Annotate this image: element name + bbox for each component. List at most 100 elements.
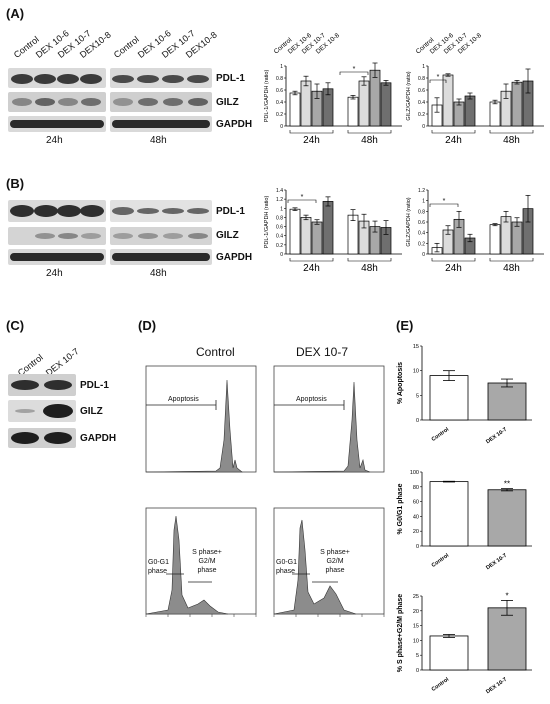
bar [487, 382, 527, 421]
y-tick-label: 20 [413, 609, 419, 615]
time-label-24h: 24h [46, 135, 63, 146]
group-label: 48h [361, 263, 378, 274]
y-tick-label: 100 [410, 470, 419, 476]
group-bracket [489, 258, 534, 262]
bar [380, 82, 392, 127]
y-tick-label: 25 [413, 594, 419, 600]
y-tick-label: 0.4 [418, 100, 425, 106]
y-tick-label: 0.6 [418, 220, 425, 226]
category-label: Control [431, 426, 451, 442]
significance-bracket [339, 71, 369, 75]
sg2m-gate-label: S phase+ G2/M phase [192, 549, 222, 574]
significance-marker: * [353, 66, 356, 73]
group-label: 24h [303, 263, 320, 274]
bar [289, 92, 301, 127]
blot-pdl1-48h-b [110, 200, 212, 222]
panel-label-a: (A) [6, 6, 25, 21]
blot-gilz-48h-b [110, 227, 212, 245]
blot-gilz-24h-b [8, 227, 106, 245]
bar [322, 201, 334, 255]
flow-title-dex: DEX 10-7 [296, 345, 349, 359]
bar [429, 481, 469, 547]
y-tick-label: 1.2 [418, 188, 425, 194]
bar [347, 96, 359, 127]
y-tick-label: 0 [422, 252, 425, 258]
bar-chart-e-sg2m: 0 5 10 15 20 25 % S phase+G2/M phase Control DEX… [397, 591, 532, 696]
y-tick-label: 15 [413, 624, 419, 630]
group-bracket [431, 258, 476, 262]
bar-chart-e-apoptosis: 0 5 10 15 % Apoptosis Control DEX 10-7 [397, 344, 532, 446]
y-tick-label: 0.4 [418, 231, 425, 237]
significance-bracket [287, 199, 317, 203]
y-tick-label: 5 [416, 393, 419, 399]
category-label: DEX 10-7 [485, 427, 508, 446]
group-bracket [347, 258, 392, 262]
y-tick-label: 0 [416, 668, 419, 674]
y-axis-label: % G0/G1 phase [397, 483, 404, 534]
blot-gapdh-24h-b [8, 249, 106, 265]
blot-label-pdl1: PDL-1 [216, 73, 245, 84]
y-tick-label: 0.2 [276, 243, 283, 249]
time-label-24h: 24h [46, 268, 63, 279]
category-label: Control [431, 552, 451, 568]
group-bracket [347, 130, 392, 134]
blot-pdl1-24h [8, 68, 106, 88]
group-label: 24h [445, 263, 462, 274]
panel-label-c: (C) [6, 318, 25, 333]
blot-label-gapdh: GAPDH [80, 433, 117, 444]
bar [511, 81, 523, 127]
y-tick-label: 20 [413, 529, 419, 535]
apoptosis-gate-label: Apoptosis [168, 396, 199, 403]
bar [358, 80, 370, 127]
bar [300, 217, 312, 255]
g0g1-gate-label: G0-G1 phase [276, 559, 298, 575]
time-label-48h: 48h [150, 135, 167, 146]
blot-label-gilz: GILZ [216, 97, 239, 108]
flow-title-control: Control [196, 345, 235, 359]
y-tick-label: 0 [416, 544, 419, 550]
y-tick-label: 0.6 [276, 88, 283, 94]
blot-gapdh-24h [8, 116, 106, 132]
group-bracket [489, 130, 534, 134]
bar [289, 208, 301, 255]
y-tick-label: 0.2 [276, 112, 283, 118]
y-tick-label: 0.4 [276, 100, 283, 106]
blot-gilz-c [8, 400, 76, 422]
blot-pdl1-24h-b [8, 200, 106, 222]
y-tick-label: 1 [280, 206, 283, 212]
group-bracket [431, 130, 476, 134]
y-tick-label: 80 [413, 485, 419, 491]
bar [489, 224, 501, 255]
apoptosis-gate-label: Apoptosis [296, 396, 327, 403]
sg2m-gate-label: S phase+ G2/M phase [320, 549, 350, 574]
significance-marker: * [437, 74, 440, 81]
y-tick-label: 0 [416, 418, 419, 424]
bar [429, 635, 469, 671]
panel-label-e: (E) [396, 318, 414, 333]
category-label: DEX 10-7 [485, 677, 508, 696]
category-label: DEX 10-7 [485, 553, 508, 572]
blot-pdl1-c [8, 374, 76, 396]
y-tick-label: 0.8 [418, 76, 425, 82]
blot-label-pdl1: PDL-1 [216, 206, 245, 217]
y-axis-label: GILZ/GAPDH (ratio) [406, 197, 412, 246]
y-tick-label: 0.8 [418, 209, 425, 215]
y-tick-label: 1 [422, 64, 425, 70]
bar-chart-a-pdl1: 0 0.2 0.4 0.6 0.8 1 PDL-1/GAPDH (ratio) 24h 48h *… [264, 32, 402, 146]
y-tick-label: 1 [280, 64, 283, 70]
blot-gilz-48h [110, 92, 212, 112]
significance-marker: * [505, 591, 508, 600]
panel-label-b: (B) [6, 176, 25, 191]
bar [442, 74, 454, 127]
flow-cytometry-histograms [145, 365, 385, 617]
category-label: Control [431, 676, 451, 692]
y-tick-label: 10 [413, 369, 419, 375]
group-label: 24h [445, 135, 462, 146]
group-bracket [289, 258, 334, 262]
panel-label-d: (D) [138, 318, 157, 333]
g0g1-gate-label: G0-G1 phase [148, 559, 170, 575]
bar [487, 489, 527, 547]
significance-marker: * [443, 198, 446, 205]
blot-label-pdl1: PDL-1 [80, 380, 109, 391]
